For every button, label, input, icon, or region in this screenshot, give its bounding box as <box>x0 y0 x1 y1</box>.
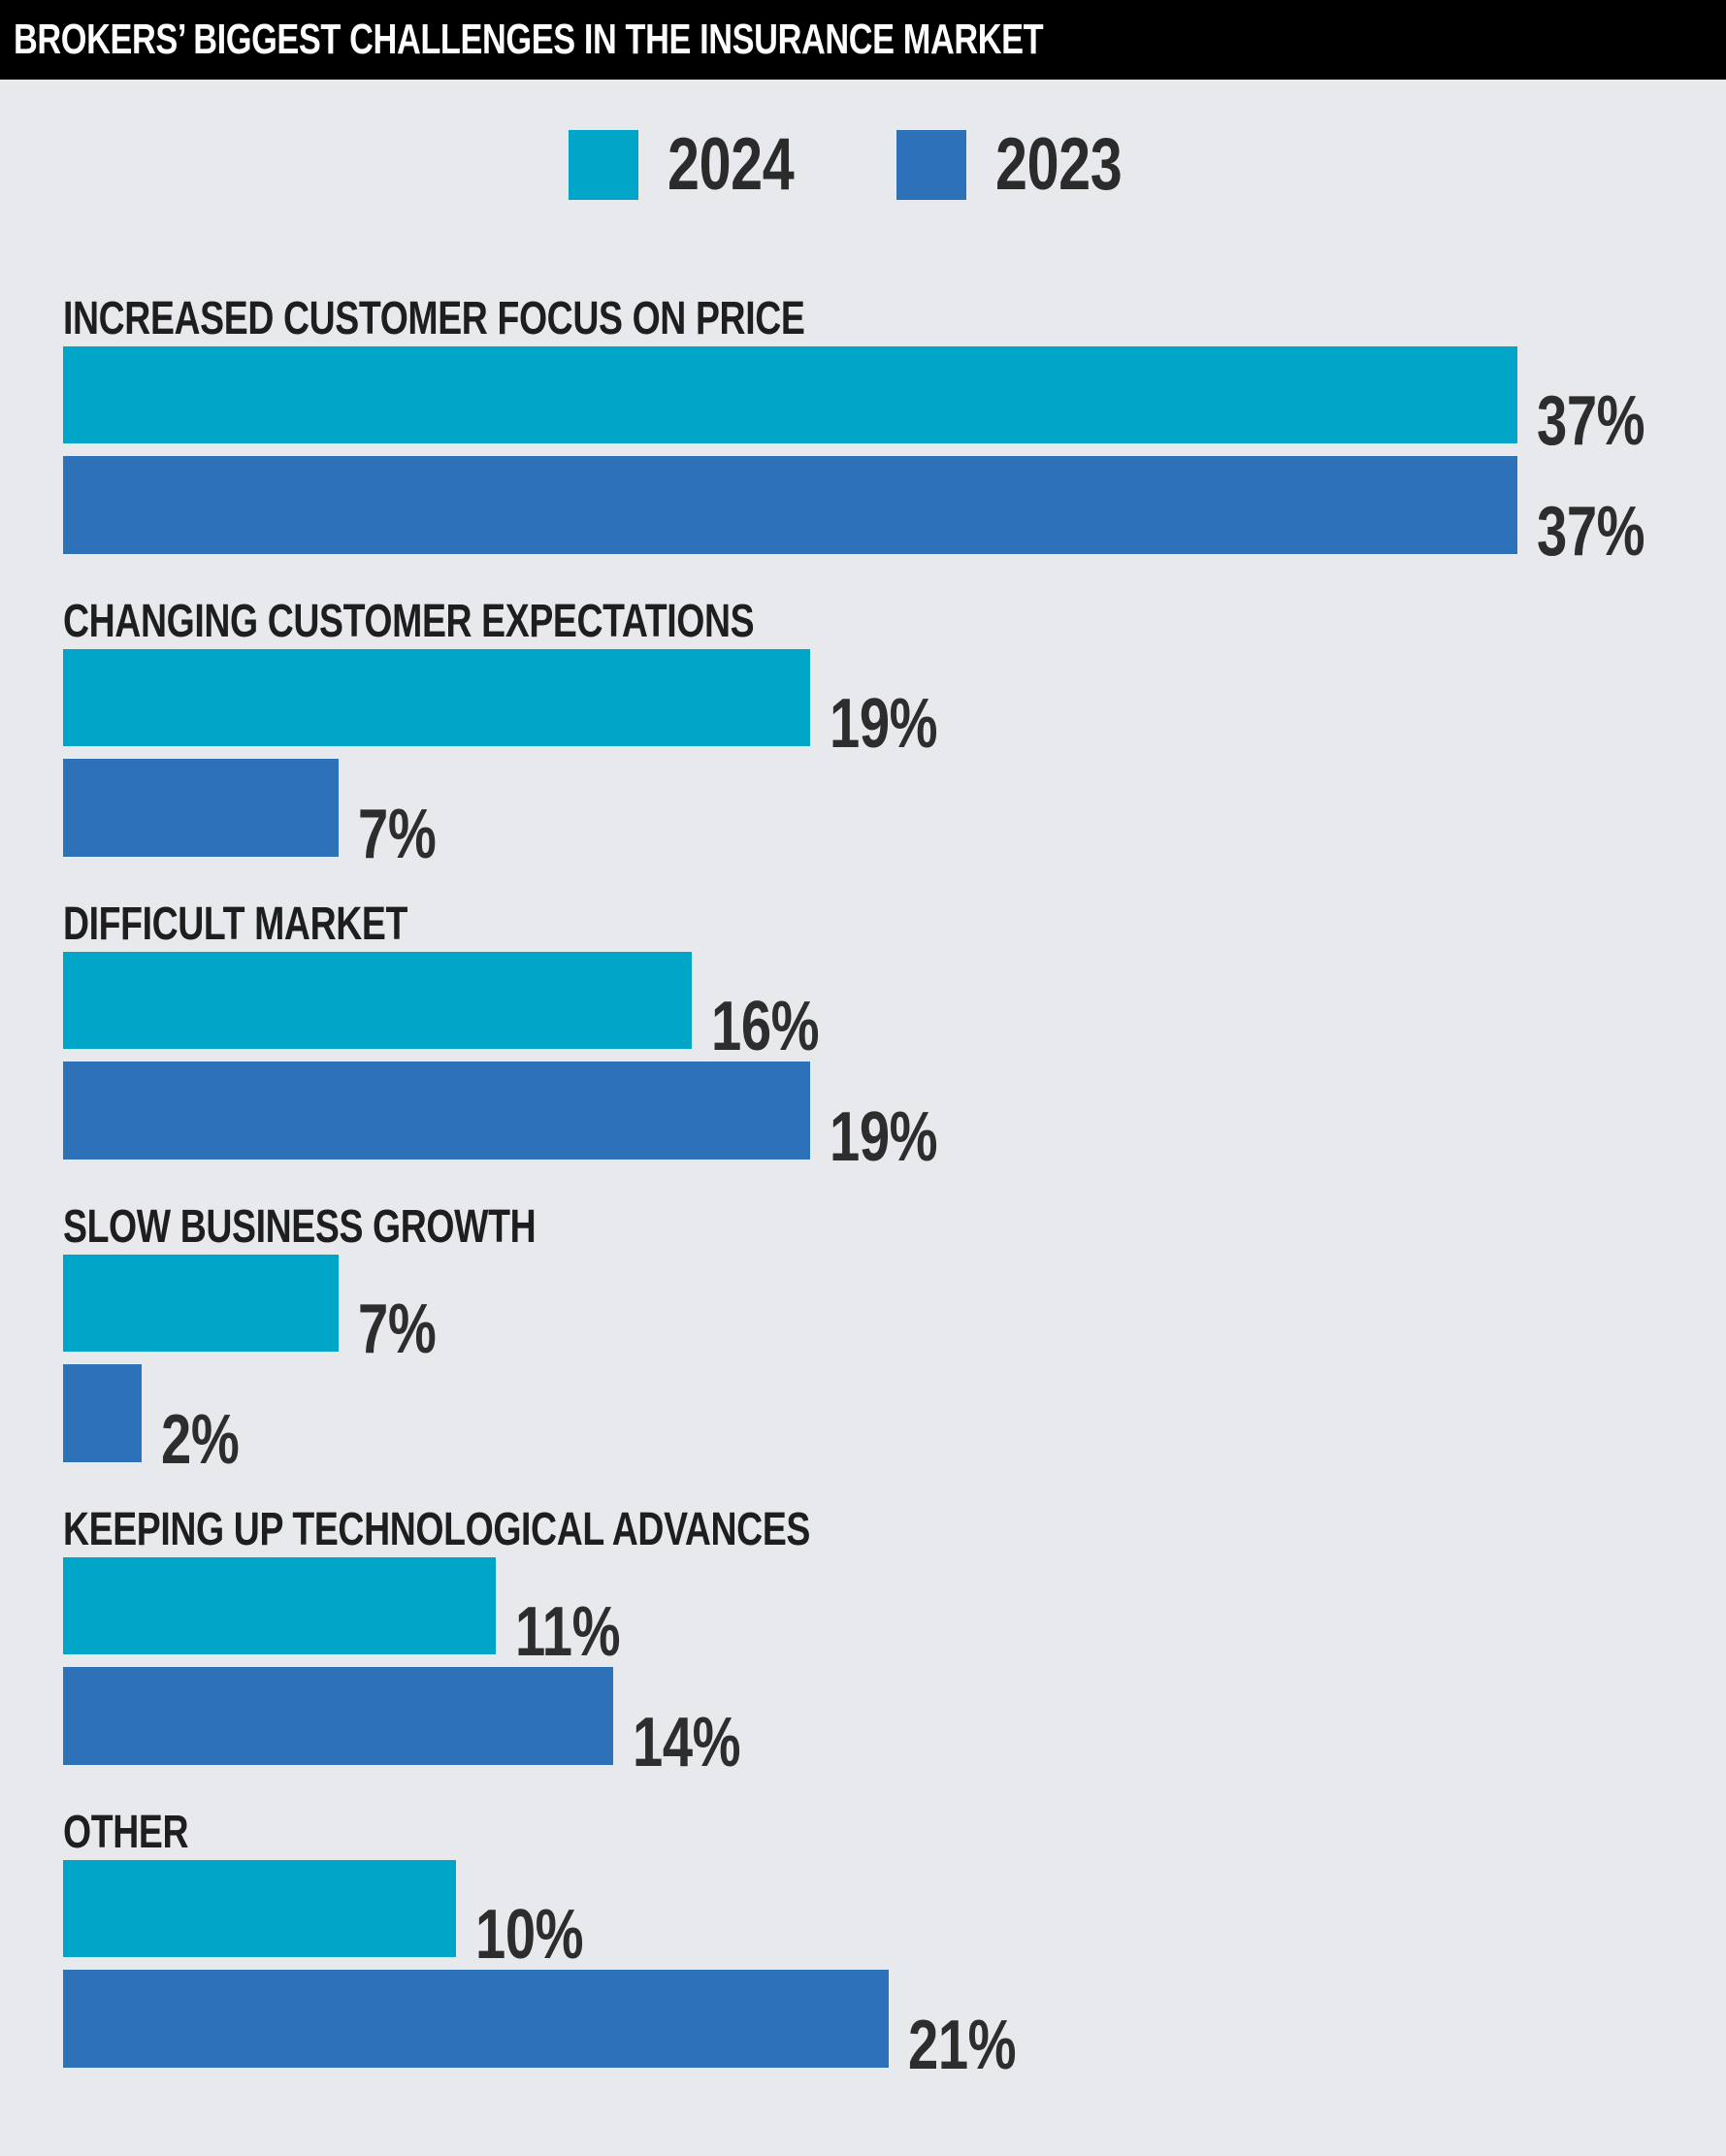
header-bar: BROKERS’ BIGGEST CHALLENGES IN THE INSUR… <box>0 0 1726 80</box>
bar-row-2023: 19% <box>63 1062 1726 1172</box>
bar-2024 <box>63 1255 339 1352</box>
bar-row-2024: 11% <box>63 1557 1726 1667</box>
bar-2024 <box>63 952 692 1049</box>
bar-row-2024: 37% <box>63 346 1726 456</box>
bar-2024 <box>63 649 810 746</box>
value-label-2023: 7% <box>358 796 437 873</box>
value-label-2024: 7% <box>358 1290 437 1368</box>
category-label-text: SLOW BUSINESS GROWTH <box>63 1201 537 1253</box>
bar-2024 <box>63 1557 496 1654</box>
category-label: KEEPING UP TECHNOLOGICAL ADVANCES <box>63 1506 1726 1557</box>
category-section: CHANGING CUSTOMER EXPECTATIONS 19% 7% <box>63 598 1726 869</box>
bar-2023 <box>63 1364 142 1462</box>
legend-item-2023: 2023 <box>896 128 1157 202</box>
category-section: KEEPING UP TECHNOLOGICAL ADVANCES 11% 14… <box>63 1506 1726 1778</box>
bar-chart: INCREASED CUSTOMER FOCUS ON PRICE 37% 37… <box>0 295 1726 2080</box>
category-label: SLOW BUSINESS GROWTH <box>63 1203 1726 1255</box>
bar-row-2023: 21% <box>63 1970 1726 2080</box>
bar-2024 <box>63 346 1517 443</box>
bar-2024 <box>63 1860 456 1957</box>
value-label-2023: 21% <box>908 2007 1017 2084</box>
category-label-text: DIFFICULT MARKET <box>63 898 407 950</box>
bar-row-2024: 16% <box>63 952 1726 1062</box>
bar-2023 <box>63 1970 889 2068</box>
category-label-text: CHANGING CUSTOMER EXPECTATIONS <box>63 596 755 647</box>
category-section: SLOW BUSINESS GROWTH 7% 2% <box>63 1203 1726 1475</box>
bar-row-2024: 19% <box>63 649 1726 759</box>
category-label-text: OTHER <box>63 1807 189 1858</box>
value-label-2023: 37% <box>1537 493 1645 571</box>
bar-row-2023: 37% <box>63 456 1726 567</box>
bar-2023 <box>63 456 1517 554</box>
bar-row-2024: 7% <box>63 1255 1726 1364</box>
value-label-2024: 19% <box>830 685 938 763</box>
value-label-2024: 16% <box>711 988 820 1065</box>
category-label: OTHER <box>63 1809 1726 1860</box>
bar-2023 <box>63 759 339 857</box>
category-label-text: KEEPING UP TECHNOLOGICAL ADVANCES <box>63 1504 810 1555</box>
value-label-2023: 2% <box>161 1401 240 1479</box>
legend-swatch-2024-icon <box>569 130 639 200</box>
value-label-2024: 37% <box>1537 382 1645 460</box>
category-section: OTHER 10% 21% <box>63 1809 1726 2080</box>
category-label: CHANGING CUSTOMER EXPECTATIONS <box>63 598 1726 649</box>
legend-label-2023: 2023 <box>994 123 1123 206</box>
legend-label-2024: 2024 <box>668 123 795 206</box>
category-label-text: INCREASED CUSTOMER FOCUS ON PRICE <box>63 293 805 344</box>
bar-2023 <box>63 1667 613 1765</box>
bar-row-2023: 2% <box>63 1364 1726 1475</box>
value-label-2024: 10% <box>475 1896 584 1974</box>
value-label-2024: 11% <box>515 1593 621 1671</box>
category-label: DIFFICULT MARKET <box>63 900 1726 952</box>
bar-row-2024: 10% <box>63 1860 1726 1970</box>
page-title: BROKERS’ BIGGEST CHALLENGES IN THE INSUR… <box>14 16 1044 63</box>
legend: 2024 2023 <box>0 128 1726 202</box>
legend-item-2024: 2024 <box>569 128 830 202</box>
category-section: INCREASED CUSTOMER FOCUS ON PRICE 37% 37… <box>63 295 1726 567</box>
legend-swatch-2023-icon <box>896 130 966 200</box>
category-label: INCREASED CUSTOMER FOCUS ON PRICE <box>63 295 1726 346</box>
bar-row-2023: 7% <box>63 759 1726 869</box>
value-label-2023: 14% <box>633 1704 741 1781</box>
bar-row-2023: 14% <box>63 1667 1726 1778</box>
category-section: DIFFICULT MARKET 16% 19% <box>63 900 1726 1172</box>
value-label-2023: 19% <box>830 1098 938 1176</box>
bar-2023 <box>63 1062 810 1160</box>
